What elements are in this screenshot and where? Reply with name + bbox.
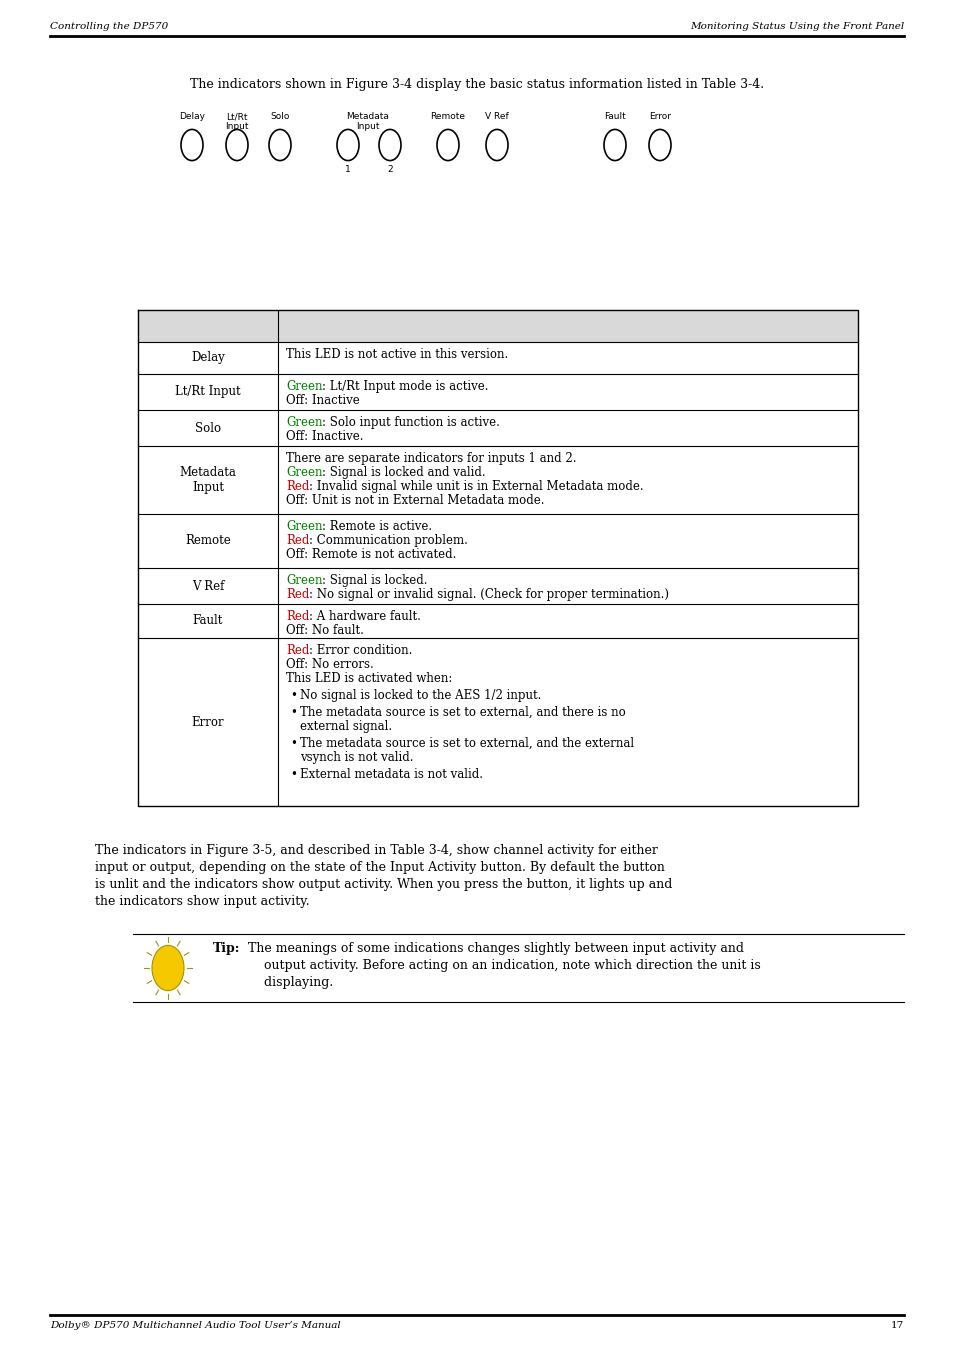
- Text: The meanings of some indications changes slightly between input activity and
   : The meanings of some indications changes…: [240, 942, 760, 990]
- Text: Input: Input: [355, 122, 379, 131]
- Text: •: •: [290, 737, 296, 751]
- Text: Red: Red: [286, 535, 309, 547]
- Text: : Signal is locked.: : Signal is locked.: [322, 574, 428, 587]
- Text: V Ref: V Ref: [192, 579, 224, 593]
- Text: : Solo input function is active.: : Solo input function is active.: [322, 416, 500, 429]
- Text: This LED is activated when:: This LED is activated when:: [286, 672, 452, 684]
- Text: : Signal is locked and valid.: : Signal is locked and valid.: [322, 466, 486, 479]
- Text: The indicators in Figure 3-5, and described in Table 3-4, show channel activity : The indicators in Figure 3-5, and descri…: [95, 844, 672, 909]
- Text: Green: Green: [286, 520, 322, 533]
- Text: Green: Green: [286, 466, 322, 479]
- Text: Red: Red: [286, 644, 309, 657]
- Text: The metadata source is set to external, and the external: The metadata source is set to external, …: [299, 737, 634, 751]
- Text: Off: No errors.: Off: No errors.: [286, 657, 374, 671]
- Text: The indicators shown in Figure 3-4 display the basic status information listed i: The indicators shown in Figure 3-4 displ…: [190, 78, 763, 90]
- Text: Off: Inactive: Off: Inactive: [286, 394, 359, 406]
- Text: Off: No fault.: Off: No fault.: [286, 624, 363, 637]
- Text: There are separate indicators for inputs 1 and 2.: There are separate indicators for inputs…: [286, 452, 576, 464]
- Text: : A hardware fault.: : A hardware fault.: [309, 610, 421, 622]
- Text: : Error condition.: : Error condition.: [309, 644, 413, 657]
- Text: Green: Green: [286, 574, 322, 587]
- Text: Error: Error: [192, 716, 224, 729]
- Text: Fault: Fault: [603, 112, 625, 122]
- Text: 17: 17: [890, 1322, 903, 1330]
- Text: Off: Inactive.: Off: Inactive.: [286, 431, 363, 443]
- Text: 1: 1: [345, 165, 351, 174]
- Text: Red: Red: [286, 589, 309, 601]
- Text: Metadata: Metadata: [346, 112, 389, 122]
- Text: Metadata
Input: Metadata Input: [179, 466, 236, 494]
- Text: External metadata is not valid.: External metadata is not valid.: [299, 768, 482, 782]
- Ellipse shape: [152, 945, 184, 991]
- Text: Off: Unit is not in External Metadata mode.: Off: Unit is not in External Metadata mo…: [286, 494, 544, 508]
- Text: Lt/Rt Input: Lt/Rt Input: [175, 386, 240, 398]
- Text: : Remote is active.: : Remote is active.: [322, 520, 432, 533]
- Text: Remote: Remote: [185, 535, 231, 548]
- Text: Fault: Fault: [193, 614, 223, 628]
- Text: •: •: [290, 706, 296, 720]
- Text: Monitoring Status Using the Front Panel: Monitoring Status Using the Front Panel: [689, 22, 903, 31]
- Text: Error: Error: [648, 112, 670, 122]
- Text: Solo: Solo: [270, 112, 290, 122]
- Text: This LED is not active in this version.: This LED is not active in this version.: [286, 348, 508, 360]
- Text: Off: Remote is not activated.: Off: Remote is not activated.: [286, 548, 456, 562]
- Text: Solo: Solo: [194, 421, 221, 435]
- Text: : No signal or invalid signal. (Check for proper termination.): : No signal or invalid signal. (Check fo…: [309, 589, 669, 601]
- Text: external signal.: external signal.: [299, 720, 392, 733]
- Text: •: •: [290, 768, 296, 782]
- FancyBboxPatch shape: [138, 310, 857, 342]
- Text: Remote: Remote: [430, 112, 465, 122]
- Text: Dolby® DP570 Multichannel Audio Tool User’s Manual: Dolby® DP570 Multichannel Audio Tool Use…: [50, 1322, 340, 1330]
- Text: Controlling the DP570: Controlling the DP570: [50, 22, 168, 31]
- Text: Red: Red: [286, 610, 309, 622]
- Text: No signal is locked to the AES 1/2 input.: No signal is locked to the AES 1/2 input…: [299, 688, 540, 702]
- Text: : Invalid signal while unit is in External Metadata mode.: : Invalid signal while unit is in Extern…: [309, 481, 643, 493]
- Text: Red: Red: [286, 481, 309, 493]
- Text: Green: Green: [286, 379, 322, 393]
- Text: vsynch is not valid.: vsynch is not valid.: [299, 751, 413, 764]
- Text: : Communication problem.: : Communication problem.: [309, 535, 468, 547]
- Text: 2: 2: [387, 165, 393, 174]
- Text: The metadata source is set to external, and there is no: The metadata source is set to external, …: [299, 706, 625, 720]
- Text: Green: Green: [286, 416, 322, 429]
- Text: •: •: [290, 688, 296, 702]
- Text: Delay: Delay: [191, 351, 225, 364]
- Text: Delay: Delay: [179, 112, 205, 122]
- Text: : Lt/Rt Input mode is active.: : Lt/Rt Input mode is active.: [322, 379, 489, 393]
- Text: Lt/Rt: Lt/Rt: [226, 112, 248, 122]
- Text: V Ref: V Ref: [485, 112, 508, 122]
- Text: Tip:: Tip:: [213, 942, 240, 954]
- Text: Input: Input: [225, 122, 249, 131]
